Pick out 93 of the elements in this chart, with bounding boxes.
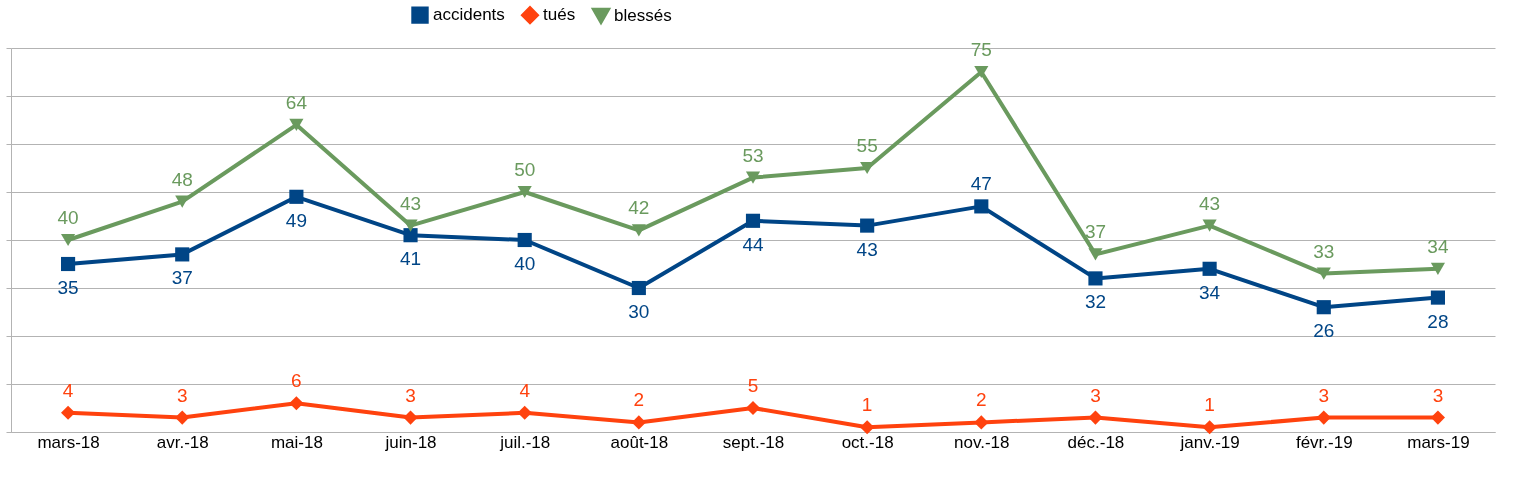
point — [631, 280, 646, 296]
data-label: 5 — [747, 375, 759, 396]
data-label: 34 — [1427, 235, 1449, 257]
data-label: 2 — [976, 389, 987, 411]
point — [1088, 271, 1103, 286]
point — [289, 396, 304, 411]
data-label: 32 — [1084, 291, 1107, 313]
point — [1088, 410, 1103, 425]
data-label: 40 — [514, 253, 536, 274]
data-label: 49 — [285, 209, 307, 231]
point — [745, 400, 761, 416]
point — [631, 415, 646, 430]
data-label: 1 — [1204, 394, 1215, 416]
data-label: 3 — [1318, 384, 1330, 406]
data-label: 6 — [291, 370, 302, 392]
legend-label: blessés — [614, 5, 672, 25]
legend-label: tués — [543, 5, 576, 25]
point — [61, 256, 76, 272]
point — [517, 185, 532, 199]
x-tick-label: juin-18 — [384, 432, 437, 452]
point — [1430, 262, 1445, 275]
point — [974, 199, 989, 214]
data-label: 1 — [861, 394, 873, 416]
x-tick-label: mai-18 — [270, 432, 323, 452]
x-tick-label: déc.-18 — [1067, 432, 1125, 452]
data-label: 37 — [171, 267, 193, 289]
data-label: 26 — [1313, 320, 1335, 342]
point — [1316, 410, 1331, 425]
point — [974, 415, 989, 430]
point — [175, 195, 190, 208]
data-label: 75 — [970, 39, 992, 60]
data-label: 53 — [742, 144, 764, 166]
data-label: 41 — [399, 248, 422, 270]
point — [745, 171, 761, 184]
legend-label: accidents — [433, 5, 505, 25]
point — [403, 228, 418, 243]
data-label: 55 — [856, 135, 878, 156]
point — [631, 224, 646, 237]
point — [517, 232, 532, 248]
data-label: 37 — [1084, 221, 1107, 243]
point — [1430, 290, 1445, 305]
data-label: 35 — [57, 277, 79, 298]
point — [1430, 410, 1445, 425]
x-tick-label: févr.-19 — [1295, 432, 1353, 452]
x-tick-label: avr.-18 — [156, 432, 209, 452]
x-tick-label: nov.-18 — [954, 432, 1010, 452]
point — [403, 219, 418, 232]
point — [1202, 261, 1217, 276]
data-label: 43 — [399, 192, 422, 214]
x-tick-label: sept.-18 — [722, 432, 785, 452]
point — [860, 420, 875, 435]
data-label: 28 — [1427, 310, 1449, 332]
x-tick-label: oct.-18 — [841, 432, 894, 452]
data-label: 2 — [633, 389, 645, 411]
data-label: 3 — [1432, 384, 1444, 406]
data-label: 4 — [519, 379, 531, 401]
data-label: 42 — [628, 197, 650, 219]
data-label: 3 — [176, 384, 188, 406]
data-label: 3 — [1090, 384, 1101, 406]
data-label: 30 — [628, 301, 650, 322]
data-label: 43 — [1199, 192, 1221, 214]
data-label: 34 — [1199, 281, 1221, 303]
point — [745, 213, 761, 228]
point — [175, 410, 190, 425]
point — [1316, 300, 1331, 315]
x-tick-label: mars-18 — [37, 432, 100, 452]
point — [61, 405, 76, 420]
point — [517, 405, 532, 420]
point — [1202, 420, 1217, 435]
point — [61, 233, 76, 247]
point — [974, 65, 989, 79]
data-label: 44 — [742, 233, 764, 255]
data-label: 33 — [1313, 240, 1335, 262]
data-label: 43 — [856, 238, 878, 260]
x-tick-label: janv.-19 — [1179, 432, 1240, 452]
point — [175, 247, 190, 262]
data-label: 50 — [514, 159, 536, 180]
data-label: 64 — [285, 91, 308, 113]
data-label: 40 — [57, 207, 79, 228]
point — [289, 118, 304, 131]
x-tick-label: mars-19 — [1407, 432, 1470, 452]
point — [1202, 219, 1217, 232]
x-tick-label: août-18 — [610, 432, 669, 452]
point — [1088, 248, 1103, 261]
point — [403, 410, 418, 425]
point — [1316, 267, 1331, 280]
data-label: 48 — [171, 168, 193, 190]
data-label: 3 — [405, 384, 416, 406]
point — [289, 189, 304, 204]
data-label: 47 — [970, 173, 992, 195]
data-label: 4 — [62, 379, 74, 401]
point — [860, 218, 875, 233]
x-tick-label: juil.-18 — [499, 432, 551, 452]
